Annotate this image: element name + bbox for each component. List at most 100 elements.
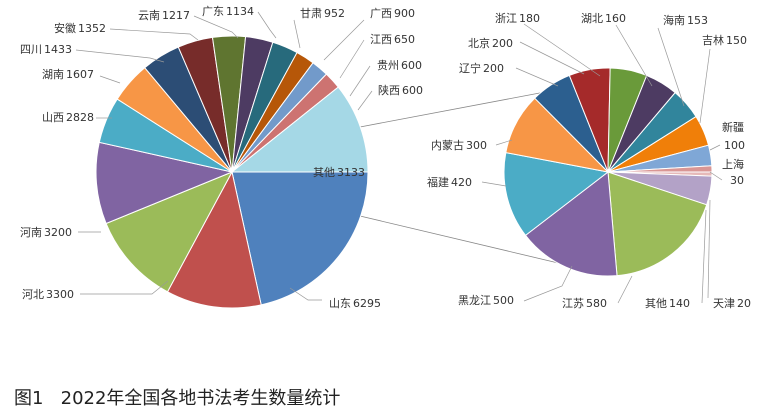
leader-shandong [289,287,322,301]
label-guangxi: 广西 [370,7,392,20]
label-guangdong: 广东 [202,5,224,18]
leader-liaoning [515,67,559,87]
label-other-main: 其他 [313,166,335,179]
value-liaoning: 200 [483,62,504,75]
label-hunan: 湖南 [42,68,64,81]
secondary-slice-2 [607,171,708,277]
label-fujian: 福建 [427,175,449,189]
secondary-slice-4 [503,152,610,237]
leader-jiangsu [617,275,633,304]
label-hubei: 湖北 [581,12,603,25]
secondary-slice-3 [524,171,618,277]
leader-guangxi [323,19,365,61]
leader-neimenggu [495,139,513,146]
leader-yunnan [193,15,239,39]
label-shanxi: 山西 [42,111,64,124]
value-hainan: 153 [687,14,708,27]
figure-caption: 图1 2022年全国各地书法考生数量统计 [14,388,341,409]
main-slice-0 [231,171,369,306]
data-labels: 山东 6295 河北 3300 河南 3200 山西 2828 湖南 1607 … [20,5,751,310]
label-shanghai: 上海 [722,157,744,171]
value-tianjin: 20 [737,297,751,310]
value-zhejiang: 180 [519,12,540,25]
value-guangdong: 1134 [226,5,254,18]
label-beijing: 北京 [468,36,490,50]
leader-sichuan [75,49,165,63]
connector-line-bottom [359,215,576,268]
leader-tianjin [707,199,711,299]
leader-fujian [481,181,507,187]
leader-guizhou [349,65,371,97]
label-tianjin: 天津 [713,297,735,310]
value-heilongjiang: 500 [493,294,514,307]
leader-shanghai [709,171,723,181]
label-xinjiang: 新疆 [722,120,744,134]
leader-hunan [99,75,121,84]
value-jilin: 150 [726,34,747,47]
label-other-secondary: 其他 [645,297,667,310]
label-guizhou: 贵州 [377,59,399,72]
value-jiangxi: 650 [394,33,415,46]
leader-heilongjiang [523,265,573,302]
value-gansu: 952 [324,7,345,20]
leader-xinjiang [709,144,721,151]
secondary-pie [503,67,713,277]
value-anhui: 1352 [78,22,106,35]
label-yunnan: 云南 [138,9,160,22]
label-jiangxi: 江西 [370,33,392,46]
value-other-secondary: 140 [669,297,690,310]
label-henan: 河南 [20,226,42,239]
leader-hubei [615,24,653,87]
value-hubei: 160 [605,12,626,25]
value-beijing: 200 [492,37,513,50]
value-guizhou: 600 [401,59,422,72]
leader-hainan [657,27,685,107]
value-other-main: 3133 [337,166,365,179]
leader-zhejiang [523,23,601,77]
leader-gansu [293,19,301,49]
leader-other-secondary [701,209,707,304]
leader-anhui [109,28,199,41]
connector-line-top [359,91,546,128]
leader-shaanxi [357,90,373,111]
leader-guangdong [257,11,277,39]
value-jiangsu: 580 [586,297,607,310]
leader-jiangxi [339,39,365,79]
label-shaanxi: 陕西 [378,83,400,97]
value-guangxi: 900 [394,7,415,20]
value-henan: 3200 [44,226,72,239]
label-jiangsu: 江苏 [562,297,584,310]
label-hebei: 河北 [22,288,44,301]
value-shandong: 6295 [353,297,381,310]
label-liaoning: 辽宁 [459,61,481,75]
label-hainan: 海南 [663,13,685,27]
main-slice-1 [166,170,262,309]
main-slice-3 [95,141,234,225]
leader-jilin [699,48,711,124]
value-hunan: 1607 [66,68,94,81]
label-shandong: 山东 [329,297,351,310]
leader-beijing [519,41,585,75]
label-gansu: 甘肃 [300,7,322,20]
value-hebei: 3300 [46,288,74,301]
label-neimenggu: 内蒙古 [431,138,464,152]
label-sichuan: 四川 [20,43,42,56]
main-pie [95,35,369,309]
value-neimenggu: 300 [466,139,487,152]
value-xinjiang: 100 [724,139,745,152]
secondary-slice-13 [607,165,713,173]
value-shaanxi: 600 [402,84,423,97]
label-zhejiang: 浙江 [495,12,517,25]
value-fujian: 420 [451,176,472,189]
value-shanxi: 2828 [66,111,94,124]
label-jilin: 吉林 [702,33,724,47]
main-slice-14 [230,86,369,173]
label-heilongjiang: 黑龙江 [458,294,491,307]
leader-hebei [80,280,169,295]
value-sichuan: 1433 [44,43,72,56]
value-shanghai: 30 [730,174,744,187]
value-yunnan: 1217 [162,9,190,22]
label-anhui: 安徽 [54,21,76,35]
main-slice-2 [105,171,234,293]
pie-of-pie-chart: 山东 6295 河北 3300 河南 3200 山西 2828 湖南 1607 … [20,5,751,310]
